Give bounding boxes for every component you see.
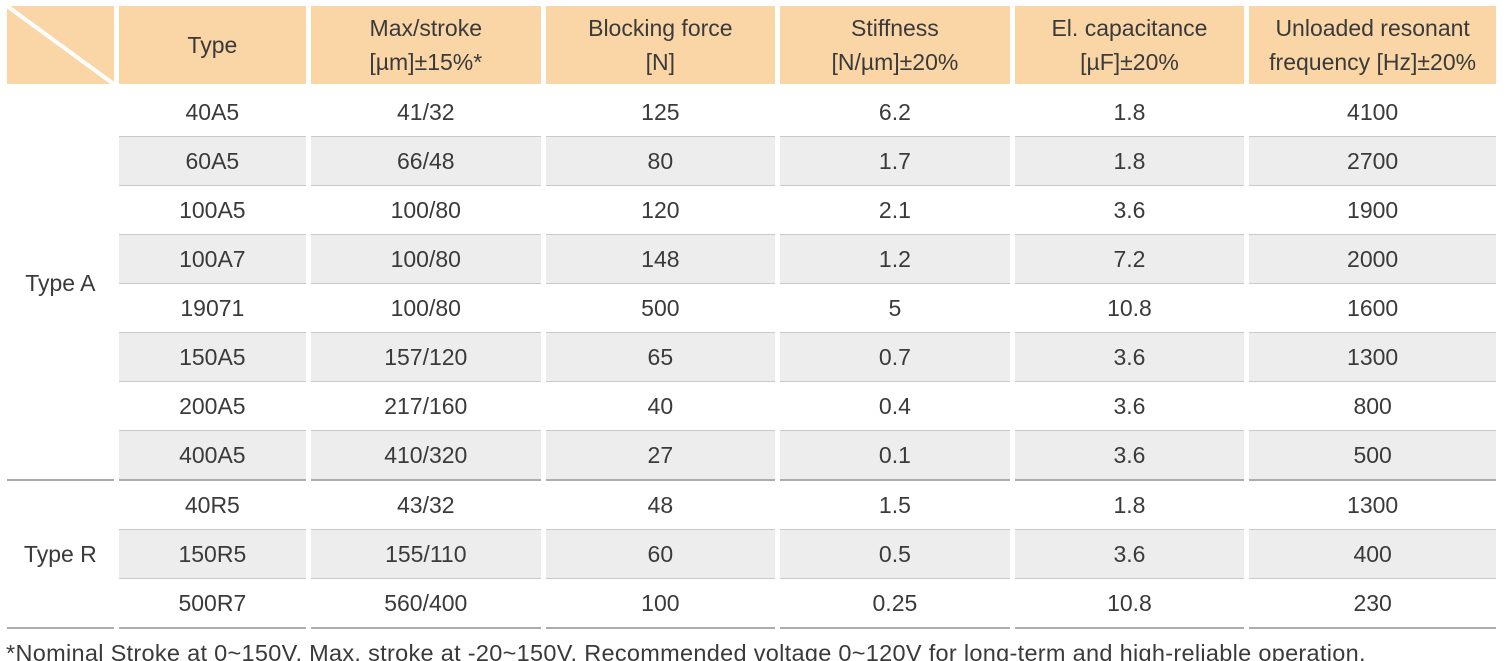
column-header-blocking-force: Blocking force [N] (545, 6, 776, 88)
group-label-type-r: Type R (7, 481, 114, 629)
table-row: 150A5 157/120 65 0.7 3.6 1300 (7, 332, 1496, 382)
diagonal-line-icon (7, 6, 114, 84)
cell-type: 19071 (118, 284, 306, 332)
cell-value: 27 (545, 430, 776, 481)
corner-cell (7, 6, 114, 88)
cell-type: 150A5 (118, 332, 306, 382)
cell-value: 5 (780, 284, 1010, 332)
cell-value: 2700 (1249, 136, 1496, 186)
cell-value: 1.2 (780, 234, 1010, 284)
cell-value: 1900 (1249, 186, 1496, 234)
cell-value: 120 (545, 186, 776, 234)
cell-value: 155/110 (311, 529, 541, 579)
cell-value: 41/32 (311, 88, 541, 136)
group-label-type-a: Type A (7, 88, 114, 481)
cell-type: 60A5 (118, 136, 306, 186)
cell-value: 3.6 (1014, 430, 1245, 481)
cell-value: 2000 (1249, 234, 1496, 284)
cell-value: 100/80 (311, 284, 541, 332)
column-header-max-stroke: Max/stroke [µm]±15%* (311, 6, 541, 88)
cell-value: 60 (545, 529, 776, 579)
table-row: 19071 100/80 500 5 10.8 1600 (7, 284, 1496, 332)
cell-value: 48 (545, 481, 776, 529)
cell-value: 10.8 (1014, 579, 1245, 629)
cell-value: 10.8 (1014, 284, 1245, 332)
table-row: 500R7 560/400 100 0.25 10.8 230 (7, 579, 1496, 629)
table-body: Type A 40A5 41/32 125 6.2 1.8 4100 60A5 66/48 80 1… (7, 88, 1496, 629)
cell-value: 230 (1249, 579, 1496, 629)
cell-value: 100/80 (311, 186, 541, 234)
cell-value: 100/80 (311, 234, 541, 284)
cell-type: 40A5 (118, 88, 306, 136)
cell-value: 0.5 (780, 529, 1010, 579)
table-row: 200A5 217/160 40 0.4 3.6 800 (7, 382, 1496, 430)
cell-value: 500 (545, 284, 776, 332)
cell-value: 1.7 (780, 136, 1010, 186)
footnote: *Nominal Stroke at 0~150V, Max. stroke a… (6, 640, 1366, 661)
cell-value: 560/400 (311, 579, 541, 629)
cell-type: 150R5 (118, 529, 306, 579)
cell-value: 66/48 (311, 136, 541, 186)
header-row: Type Max/stroke [µm]±15%* Blocking force… (7, 6, 1496, 88)
cell-value: 1.8 (1014, 481, 1245, 529)
cell-value: 400 (1249, 529, 1496, 579)
cell-value: 157/120 (311, 332, 541, 382)
table-row: 100A7 100/80 148 1.2 7.2 2000 (7, 234, 1496, 284)
cell-value: 100 (545, 579, 776, 629)
cell-type: 500R7 (118, 579, 306, 629)
cell-value: 500 (1249, 430, 1496, 481)
cell-value: 3.6 (1014, 382, 1245, 430)
column-header-type: Type (118, 6, 306, 88)
cell-value: 3.6 (1014, 332, 1245, 382)
cell-type: 40R5 (118, 481, 306, 529)
table-header: Type Max/stroke [µm]±15%* Blocking force… (7, 6, 1496, 88)
cell-value: 1300 (1249, 481, 1496, 529)
specs-table: Type Max/stroke [µm]±15%* Blocking force… (2, 6, 1501, 629)
cell-value: 148 (545, 234, 776, 284)
cell-value: 0.1 (780, 430, 1010, 481)
cell-value: 7.2 (1014, 234, 1245, 284)
cell-value: 1.5 (780, 481, 1010, 529)
cell-value: 65 (545, 332, 776, 382)
cell-value: 40 (545, 382, 776, 430)
table-row: Type R 40R5 43/32 48 1.5 1.8 1300 (7, 481, 1496, 629)
cell-value: 4100 (1249, 88, 1496, 136)
cell-value: 80 (545, 136, 776, 186)
cell-type: 400A5 (118, 430, 306, 481)
cell-value: 1.8 (1014, 136, 1245, 186)
cell-type: 100A5 (118, 186, 306, 234)
cell-value: 43/32 (311, 481, 541, 529)
column-header-el-capacitance: El. capacitance [µF]±20% (1014, 6, 1245, 88)
cell-value: 410/320 (311, 430, 541, 481)
cell-value: 217/160 (311, 382, 541, 430)
cell-value: 0.4 (780, 382, 1010, 430)
cell-value: 125 (545, 88, 776, 136)
cell-value: 6.2 (780, 88, 1010, 136)
cell-value: 3.6 (1014, 529, 1245, 579)
table-row: 60A5 66/48 80 1.7 1.8 2700 (7, 136, 1496, 186)
cell-value: 0.25 (780, 579, 1010, 629)
cell-value: 1600 (1249, 284, 1496, 332)
cell-type: 100A7 (118, 234, 306, 284)
table-row: 100A5 100/80 120 2.1 3.6 1900 (7, 186, 1496, 234)
cell-type: 200A5 (118, 382, 306, 430)
cell-value: 1.8 (1014, 88, 1245, 136)
cell-value: 3.6 (1014, 186, 1245, 234)
cell-value: 800 (1249, 382, 1496, 430)
cell-value: 2.1 (780, 186, 1010, 234)
table-row: 400A5 410/320 27 0.1 3.6 500 (7, 430, 1496, 481)
column-header-resonant-frequency: Unloaded resonant frequency [Hz]±20% (1249, 6, 1496, 88)
column-header-stiffness: Stiffness [N/µm]±20% (780, 6, 1010, 88)
table-row: 150R5 155/110 60 0.5 3.6 400 (7, 529, 1496, 579)
table-row: Type A 40A5 41/32 125 6.2 1.8 4100 (7, 88, 1496, 481)
cell-value: 1300 (1249, 332, 1496, 382)
cell-value: 0.7 (780, 332, 1010, 382)
